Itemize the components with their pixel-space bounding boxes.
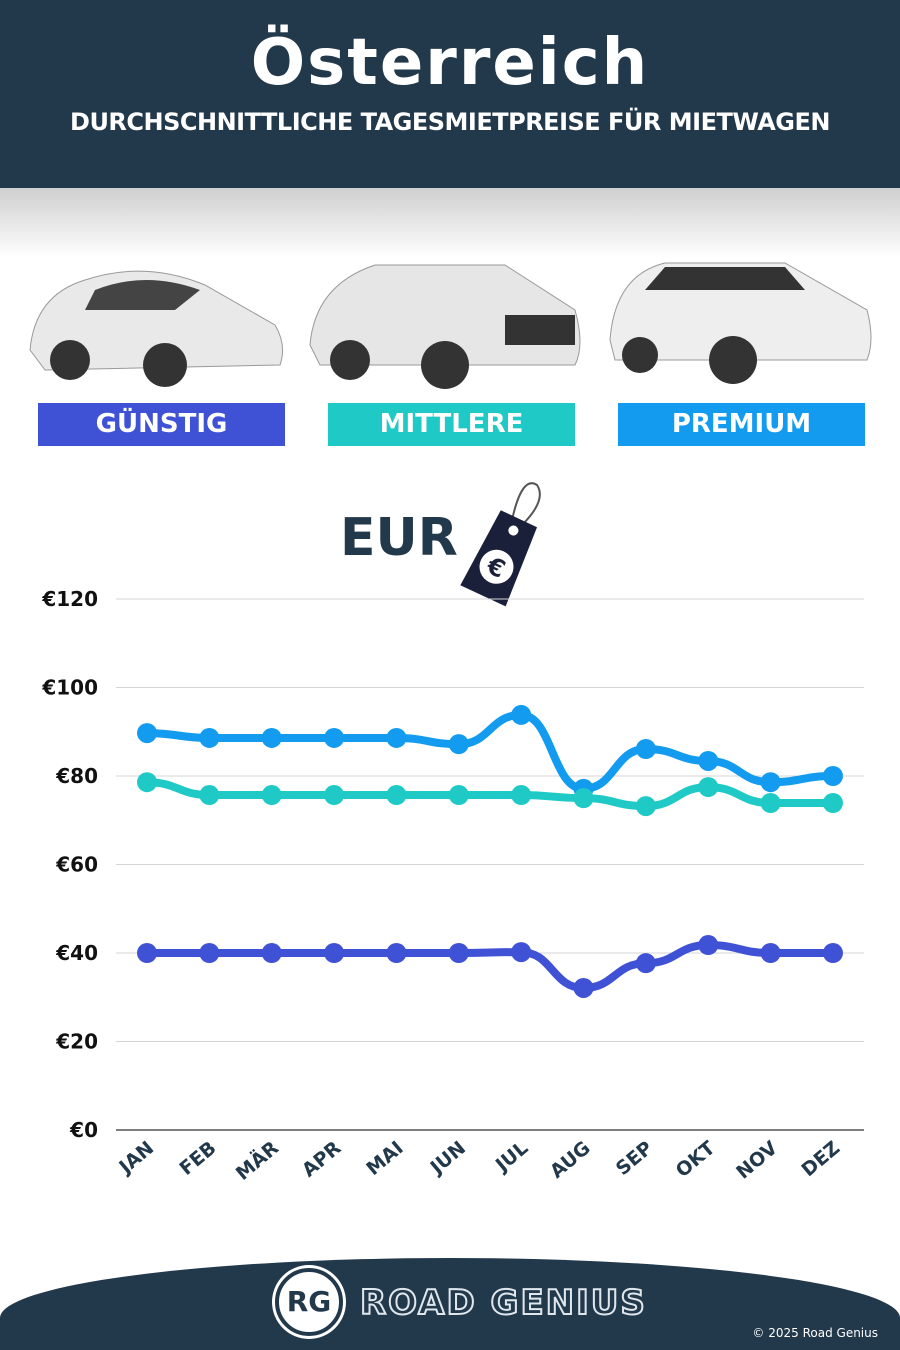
data-point xyxy=(635,739,656,760)
data-point xyxy=(511,704,532,725)
data-point xyxy=(760,943,781,963)
x-tick-label: OKT xyxy=(672,1137,720,1182)
x-tick-label: SEP xyxy=(612,1137,657,1180)
data-point xyxy=(822,943,843,963)
data-point xyxy=(760,792,781,813)
page-subtitle: DURCHSCHNITTLICHE TAGESMIETPREISE FÜR MI… xyxy=(70,108,830,136)
data-point xyxy=(448,943,469,963)
x-tick-label: MÄR xyxy=(231,1135,284,1185)
data-point xyxy=(822,792,843,813)
page-title: Österreich xyxy=(250,26,650,100)
data-point xyxy=(137,772,157,793)
data-point xyxy=(698,750,719,771)
data-point xyxy=(760,772,781,793)
series-line-günstig xyxy=(143,941,837,992)
y-tick-label: €100 xyxy=(41,676,98,700)
y-tick-label: €0 xyxy=(69,1118,98,1142)
series-line-premium xyxy=(143,710,837,793)
x-tick-label: JUN xyxy=(425,1137,470,1180)
data-point xyxy=(199,943,220,963)
x-tick-label: APR xyxy=(298,1137,346,1182)
data-point xyxy=(137,943,157,963)
data-point xyxy=(261,727,282,748)
road-genius-logo: RG xyxy=(275,1268,343,1336)
data-point xyxy=(573,977,594,998)
x-tick-label: DEZ xyxy=(797,1137,844,1181)
hatchback-car-image xyxy=(29,270,284,387)
data-point xyxy=(573,788,594,809)
header-shadow xyxy=(0,188,900,258)
data-point xyxy=(448,785,469,806)
data-point xyxy=(511,785,532,806)
data-point xyxy=(635,796,656,817)
y-tick-label: €40 xyxy=(55,941,98,965)
series-line-mittlere xyxy=(143,778,837,811)
data-point xyxy=(386,943,407,963)
x-tick-label: JAN xyxy=(114,1137,159,1179)
data-point xyxy=(324,943,345,963)
data-point xyxy=(261,785,282,806)
data-point xyxy=(822,766,843,786)
data-point xyxy=(137,723,157,744)
data-point xyxy=(511,942,532,963)
y-tick-label: €60 xyxy=(55,853,98,877)
suv-car-image xyxy=(309,264,581,389)
currency-label: EUR xyxy=(340,508,458,568)
data-point xyxy=(698,935,719,956)
data-point xyxy=(698,777,719,798)
copyright: © 2025 Road Genius xyxy=(752,1326,878,1340)
y-tick-label: €120 xyxy=(41,587,98,611)
data-point xyxy=(386,727,407,748)
x-tick-label: AUG xyxy=(546,1137,595,1183)
price-tag-icon: € xyxy=(460,482,541,607)
data-point xyxy=(199,727,220,748)
line-chart: €0 €20 €40 €60 €80 €100 €120 JAN FEB MÄR APR MAI JUN… xyxy=(41,587,864,1185)
category-mittlere: MITTLERE xyxy=(328,403,575,446)
x-tick-label: FEB xyxy=(175,1137,220,1180)
data-point xyxy=(386,785,407,806)
x-tick-label: MAI xyxy=(362,1137,407,1180)
x-tick-label: JUL xyxy=(490,1137,532,1177)
category-guenstig: GÜNSTIG xyxy=(38,403,285,446)
category-premium: PREMIUM xyxy=(618,403,865,446)
data-point xyxy=(324,727,345,748)
brand-name: ROAD GENIUS xyxy=(359,1282,647,1324)
data-point xyxy=(324,785,345,806)
premium-suv-car-image xyxy=(609,262,872,384)
footer xyxy=(0,1258,900,1350)
y-tick-label: €20 xyxy=(55,1030,98,1054)
data-point xyxy=(448,734,469,755)
data-point xyxy=(635,953,656,974)
header: Österreich DURCHSCHNITTLICHE TAGESMIETPR… xyxy=(0,0,900,188)
y-tick-label: €80 xyxy=(55,764,98,788)
data-point xyxy=(261,943,282,963)
x-tick-label: NOV xyxy=(732,1137,782,1184)
data-point xyxy=(199,785,220,806)
